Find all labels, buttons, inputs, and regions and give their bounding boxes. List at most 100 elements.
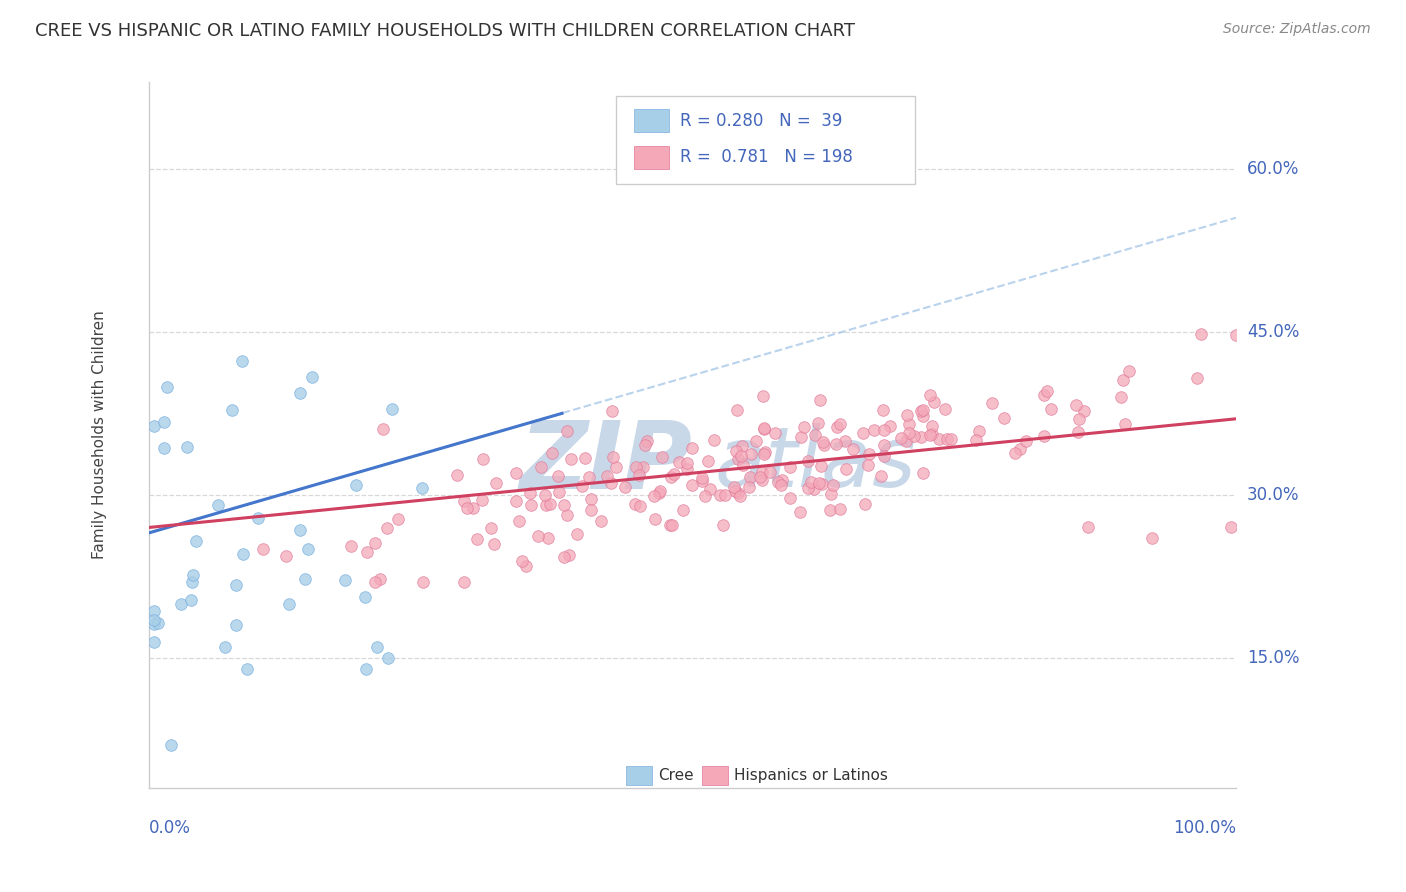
Point [143, 635, 166, 649]
Point [555, 424, 578, 438]
Point [1077, 520, 1099, 534]
Point [1140, 532, 1163, 546]
Point [186, 534, 208, 549]
Point [364, 535, 387, 549]
Point [1225, 327, 1247, 342]
Point [1033, 388, 1056, 402]
Text: 45.0%: 45.0% [1247, 323, 1299, 341]
Point [709, 488, 731, 502]
Point [828, 417, 851, 431]
Point [290, 386, 312, 401]
Point [375, 521, 398, 535]
Point [294, 572, 316, 586]
Point [548, 485, 571, 500]
Point [872, 403, 894, 417]
Point [858, 447, 880, 461]
Point [903, 429, 925, 443]
Point [672, 503, 695, 517]
Point [810, 459, 832, 474]
Point [754, 421, 776, 435]
Point [651, 450, 673, 464]
Text: 30.0%: 30.0% [1247, 486, 1299, 504]
Point [693, 489, 716, 503]
Point [993, 410, 1015, 425]
Point [751, 474, 773, 488]
Point [613, 480, 636, 494]
Point [779, 491, 801, 505]
Point [170, 597, 193, 611]
Point [703, 433, 725, 447]
Point [377, 651, 399, 665]
Point [558, 548, 581, 562]
Point [156, 380, 179, 394]
Point [768, 475, 790, 490]
Point [301, 370, 323, 384]
Point [346, 477, 368, 491]
Point [235, 662, 257, 676]
Text: atlas: atlas [714, 423, 915, 504]
Point [221, 403, 243, 417]
Point [825, 419, 848, 434]
Point [935, 432, 957, 446]
Point [530, 459, 553, 474]
Point [799, 475, 821, 489]
Point [288, 523, 311, 537]
Text: Cree: Cree [658, 768, 693, 783]
Point [740, 469, 762, 483]
Point [894, 434, 917, 448]
Point [713, 488, 735, 502]
Point [214, 640, 236, 654]
Point [644, 512, 666, 526]
Point [730, 489, 752, 503]
Point [565, 527, 588, 541]
Point [789, 505, 811, 519]
Point [921, 427, 943, 442]
Point [602, 450, 624, 464]
Point [636, 434, 658, 448]
Point [605, 460, 627, 475]
Point [1220, 520, 1243, 534]
Point [534, 488, 557, 502]
Point [751, 465, 773, 479]
Point [1073, 404, 1095, 418]
FancyBboxPatch shape [626, 766, 652, 785]
Point [176, 440, 198, 454]
Point [898, 425, 921, 440]
Point [574, 451, 596, 466]
Point [738, 480, 761, 494]
Point [664, 467, 686, 481]
Point [1118, 364, 1140, 378]
Text: R = 0.280   N =  39: R = 0.280 N = 39 [681, 112, 842, 129]
Point [505, 466, 527, 480]
Text: Family Households with Children: Family Households with Children [93, 310, 107, 559]
Point [1069, 412, 1091, 426]
Point [912, 467, 935, 481]
Point [675, 462, 697, 476]
Point [828, 502, 851, 516]
Point [752, 447, 775, 461]
Point [806, 417, 828, 431]
Point [803, 482, 825, 496]
Point [1033, 429, 1056, 443]
Point [808, 476, 831, 491]
Point [534, 498, 557, 512]
Text: CREE VS HISPANIC OR LATINO FAMILY HOUSEHOLDS WITH CHILDREN CORRELATION CHART: CREE VS HISPANIC OR LATINO FAMILY HOUSEH… [35, 22, 855, 40]
Point [231, 354, 253, 368]
Point [181, 574, 204, 589]
Point [520, 499, 543, 513]
Point [797, 481, 820, 495]
Point [730, 439, 752, 453]
Point [1111, 373, 1133, 387]
Point [180, 593, 202, 607]
Point [225, 618, 247, 632]
Point [690, 474, 713, 488]
Point [730, 449, 752, 463]
Point [207, 499, 229, 513]
Point [934, 401, 956, 416]
Point [600, 476, 623, 491]
Point [1189, 326, 1212, 341]
Point [252, 541, 274, 556]
Point [711, 518, 734, 533]
FancyBboxPatch shape [702, 766, 728, 785]
Point [356, 662, 378, 676]
